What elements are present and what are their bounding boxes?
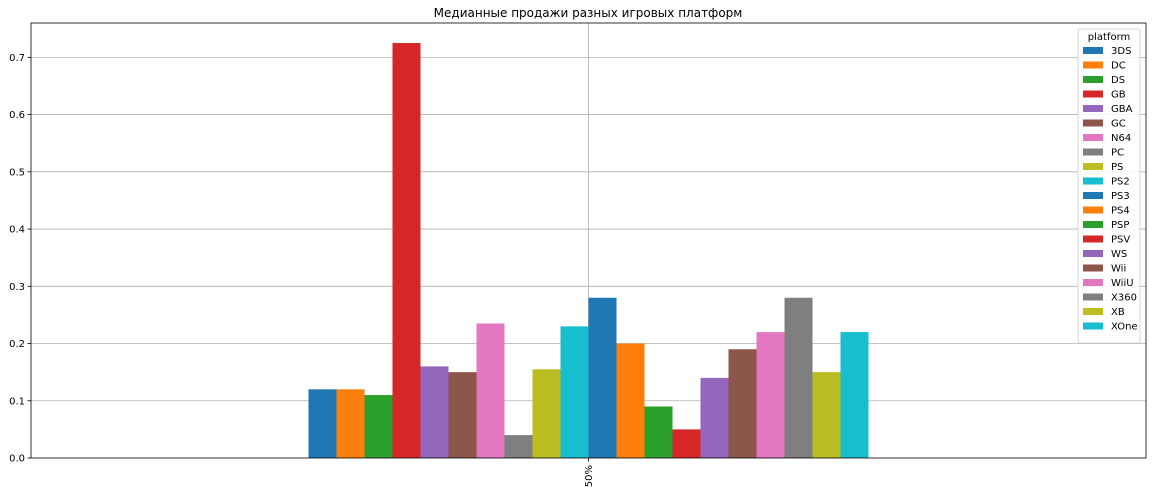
bar-xb (812, 372, 841, 458)
bar-ps3 (588, 297, 617, 458)
bar-gc (448, 372, 477, 458)
legend-swatch-ws (1083, 250, 1103, 257)
y-tick-label: 0.1 (9, 396, 25, 407)
legend-label-x360: X360 (1111, 293, 1137, 304)
legend-label-ws: WS (1111, 249, 1127, 260)
bar-ps (532, 369, 561, 458)
legend-label-n64: N64 (1111, 133, 1131, 144)
legend-label-ps2: PS2 (1111, 177, 1130, 188)
legend-label-xb: XB (1111, 307, 1125, 318)
legend-swatch-psp (1083, 221, 1103, 228)
y-tick-label: 0.6 (9, 110, 25, 121)
legend-swatch-psv (1083, 235, 1103, 243)
x-tick-label: 50% (584, 465, 595, 487)
y-tick-label: 0.5 (9, 167, 25, 178)
legend-swatch-wii (1083, 264, 1103, 272)
legend-swatch-dc (1083, 61, 1103, 69)
legend-label-psv: PSV (1111, 235, 1130, 246)
legend-label-ps3: PS3 (1111, 191, 1130, 202)
legend-label-ps: PS (1111, 162, 1123, 173)
bar-n64 (476, 323, 505, 458)
legend-label-gc: GC (1111, 119, 1126, 130)
legend: platform 3DS DC DS GB GBA GC N64 PC PS PS2 PS3 PS4 P… (1077, 28, 1141, 344)
y-tick-label: 0.4 (9, 225, 25, 236)
bar-ps2 (560, 326, 589, 458)
legend-swatch-xone (1083, 322, 1103, 330)
bar-dc (336, 389, 365, 458)
bar-ps4 (616, 343, 645, 458)
legend-title: platform (1088, 32, 1131, 43)
legend-label-wiiu: WiiU (1111, 278, 1134, 289)
bar-x360 (784, 297, 813, 458)
bar-xone (840, 332, 869, 458)
y-tick-label: 0.3 (9, 282, 25, 293)
chart-title: Медианные продажи разных игровых платфор… (434, 6, 743, 20)
legend-swatch-wiiu (1083, 279, 1103, 286)
bar-ds (364, 395, 393, 458)
legend-swatch-xb (1083, 308, 1103, 315)
legend-swatch-pc (1083, 148, 1103, 156)
bars-layer (308, 43, 869, 458)
legend-swatch-gba (1083, 105, 1103, 112)
bar-gb (392, 43, 421, 458)
legend-label-ps4: PS4 (1111, 206, 1130, 217)
legend-swatch-ps2 (1083, 177, 1103, 185)
legend-label-psp: PSP (1111, 220, 1129, 231)
legend-items: 3DS DC DS GB GBA GC N64 PC PS PS2 PS3 PS4 PSP PSV WS Wi… (1083, 46, 1138, 333)
bar-wii (728, 349, 757, 458)
bar-gba (420, 366, 449, 458)
y-axis: 0.0 0.1 0.2 0.3 0.4 0.5 0.6 0.7 (9, 53, 31, 465)
legend-label-3ds: 3DS (1111, 46, 1131, 57)
legend-label-pc: PC (1111, 148, 1124, 159)
y-tick-label: 0.2 (9, 339, 25, 350)
legend-swatch-gb (1083, 90, 1103, 98)
legend-swatch-ps3 (1083, 192, 1103, 199)
legend-swatch-3ds (1083, 47, 1103, 54)
bar-psv (672, 429, 701, 458)
bar-ws (700, 377, 729, 458)
legend-label-wii: Wii (1111, 264, 1126, 275)
bar-psp (644, 406, 673, 458)
legend-swatch-gc (1083, 119, 1103, 127)
legend-label-gba: GBA (1111, 104, 1133, 115)
legend-label-xone: XOne (1111, 322, 1138, 333)
legend-swatch-ps4 (1083, 206, 1103, 214)
legend-swatch-ds (1083, 76, 1103, 83)
bar-pc (504, 435, 533, 458)
bar-wiiu (756, 332, 785, 458)
legend-label-dc: DC (1111, 61, 1126, 72)
y-tick-label: 0.7 (9, 53, 25, 64)
legend-label-gb: GB (1111, 90, 1126, 101)
legend-label-ds: DS (1111, 75, 1125, 86)
y-tick-label: 0.0 (9, 454, 25, 465)
bar-3ds (308, 389, 337, 458)
legend-swatch-n64 (1083, 134, 1103, 141)
legend-swatch-ps (1083, 163, 1103, 170)
legend-swatch-x360 (1083, 293, 1103, 301)
x-axis: 50% (584, 458, 595, 487)
